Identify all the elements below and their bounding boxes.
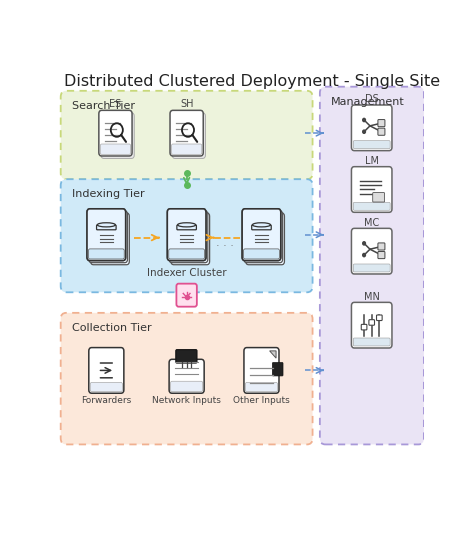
FancyBboxPatch shape	[351, 105, 392, 151]
Text: ES: ES	[109, 99, 122, 109]
FancyBboxPatch shape	[361, 324, 367, 330]
FancyBboxPatch shape	[90, 382, 122, 391]
Ellipse shape	[178, 223, 195, 227]
FancyBboxPatch shape	[177, 225, 196, 230]
FancyBboxPatch shape	[177, 284, 197, 307]
Text: SH: SH	[180, 99, 194, 109]
Text: Distributed Clustered Deployment - Single Site: Distributed Clustered Deployment - Singl…	[65, 74, 440, 89]
FancyBboxPatch shape	[252, 225, 271, 230]
FancyBboxPatch shape	[351, 302, 392, 348]
Text: Indexer Cluster: Indexer Cluster	[147, 268, 227, 278]
Text: Indexing Tier: Indexing Tier	[72, 190, 144, 200]
Circle shape	[362, 129, 366, 134]
FancyBboxPatch shape	[100, 144, 130, 154]
Text: MN: MN	[364, 292, 380, 302]
Ellipse shape	[97, 223, 115, 227]
FancyBboxPatch shape	[246, 213, 284, 265]
FancyBboxPatch shape	[244, 211, 283, 263]
FancyBboxPatch shape	[172, 113, 205, 159]
FancyBboxPatch shape	[90, 213, 130, 265]
FancyBboxPatch shape	[244, 249, 279, 259]
FancyBboxPatch shape	[89, 348, 124, 393]
Text: Network Inputs: Network Inputs	[152, 396, 221, 405]
FancyBboxPatch shape	[61, 179, 313, 292]
FancyBboxPatch shape	[351, 167, 392, 213]
FancyBboxPatch shape	[242, 209, 281, 261]
FancyBboxPatch shape	[87, 209, 126, 261]
Text: MC: MC	[364, 217, 379, 227]
FancyBboxPatch shape	[320, 87, 424, 444]
FancyBboxPatch shape	[378, 252, 385, 258]
FancyBboxPatch shape	[169, 211, 208, 263]
FancyBboxPatch shape	[353, 202, 390, 210]
FancyBboxPatch shape	[378, 243, 385, 250]
FancyBboxPatch shape	[176, 350, 197, 363]
FancyBboxPatch shape	[171, 213, 210, 265]
FancyBboxPatch shape	[171, 144, 202, 154]
FancyBboxPatch shape	[245, 382, 277, 391]
FancyBboxPatch shape	[167, 209, 206, 261]
FancyBboxPatch shape	[171, 381, 203, 391]
FancyBboxPatch shape	[169, 359, 204, 393]
FancyBboxPatch shape	[97, 225, 116, 230]
FancyBboxPatch shape	[353, 338, 390, 346]
FancyBboxPatch shape	[376, 315, 382, 320]
Circle shape	[362, 241, 366, 246]
Circle shape	[362, 253, 366, 257]
FancyBboxPatch shape	[167, 209, 206, 261]
Text: LM: LM	[365, 156, 379, 166]
FancyBboxPatch shape	[378, 128, 385, 135]
Text: Other Inputs: Other Inputs	[233, 396, 290, 405]
FancyBboxPatch shape	[242, 209, 281, 261]
FancyBboxPatch shape	[169, 249, 204, 259]
FancyBboxPatch shape	[89, 211, 128, 263]
FancyBboxPatch shape	[61, 91, 313, 179]
FancyBboxPatch shape	[244, 348, 279, 393]
Polygon shape	[269, 351, 276, 358]
Ellipse shape	[252, 223, 270, 227]
FancyBboxPatch shape	[87, 209, 126, 261]
FancyBboxPatch shape	[272, 363, 283, 376]
FancyBboxPatch shape	[99, 111, 132, 156]
FancyBboxPatch shape	[369, 320, 374, 325]
FancyBboxPatch shape	[351, 229, 392, 274]
Text: Forwarders: Forwarders	[81, 396, 131, 405]
FancyBboxPatch shape	[373, 193, 384, 202]
Circle shape	[362, 117, 366, 122]
FancyBboxPatch shape	[378, 120, 385, 127]
FancyBboxPatch shape	[353, 140, 390, 148]
Text: Search Tier: Search Tier	[72, 101, 135, 111]
Text: . . .: . . .	[216, 238, 234, 248]
FancyBboxPatch shape	[170, 111, 203, 156]
Text: DS: DS	[365, 94, 379, 104]
Text: Collection Tier: Collection Tier	[72, 323, 151, 333]
FancyBboxPatch shape	[101, 113, 134, 159]
Text: Management: Management	[331, 97, 405, 107]
FancyBboxPatch shape	[61, 313, 313, 444]
FancyBboxPatch shape	[353, 264, 390, 272]
FancyBboxPatch shape	[89, 249, 124, 259]
